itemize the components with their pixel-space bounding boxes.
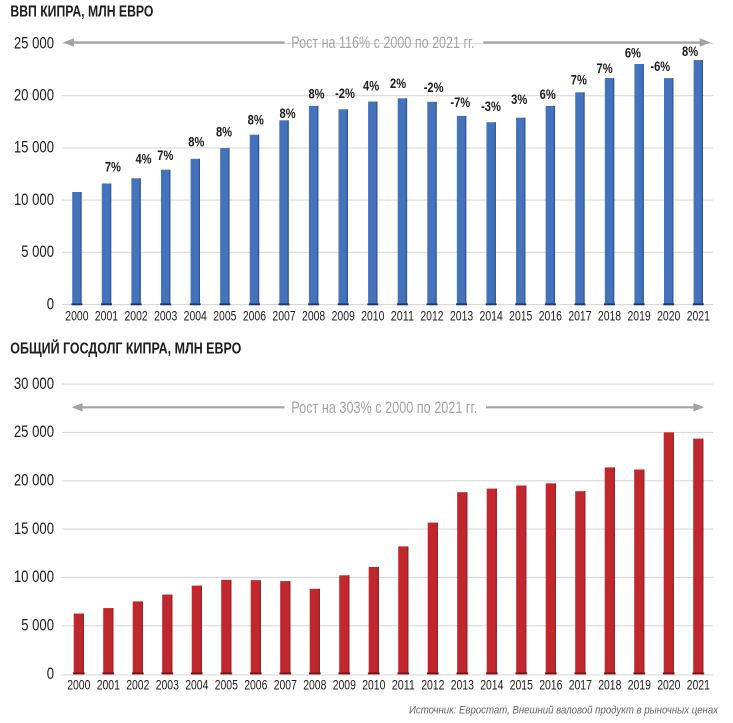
svg-text:25 000: 25 000 — [14, 423, 54, 441]
svg-text:2019: 2019 — [628, 677, 651, 693]
svg-text:2006: 2006 — [244, 677, 267, 693]
svg-text:8%: 8% — [682, 44, 698, 59]
svg-text:2019: 2019 — [628, 307, 651, 323]
svg-text:2017: 2017 — [568, 307, 591, 323]
svg-text:2013: 2013 — [450, 307, 473, 323]
svg-text:2013: 2013 — [451, 677, 474, 693]
svg-text:5 000: 5 000 — [21, 617, 54, 635]
svg-text:ОБЩИЙ ГОСДОЛГ КИПРА, МЛН ЕВРО: ОБЩИЙ ГОСДОЛГ КИПРА, МЛН ЕВРО — [10, 339, 241, 358]
svg-text:2003: 2003 — [156, 677, 179, 693]
svg-text:2002: 2002 — [124, 307, 147, 323]
svg-text:8%: 8% — [216, 125, 232, 140]
svg-text:20 000: 20 000 — [14, 87, 54, 105]
svg-text:2015: 2015 — [510, 677, 533, 693]
svg-text:2012: 2012 — [421, 677, 444, 693]
svg-text:2004: 2004 — [185, 677, 208, 693]
svg-text:2020: 2020 — [657, 307, 680, 323]
svg-text:2011: 2011 — [392, 677, 415, 693]
svg-text:2018: 2018 — [598, 677, 621, 693]
svg-text:2004: 2004 — [184, 307, 207, 323]
svg-text:8%: 8% — [308, 87, 324, 102]
svg-text:-2%: -2% — [424, 80, 444, 95]
svg-text:2005: 2005 — [213, 307, 236, 323]
svg-text:20 000: 20 000 — [14, 472, 54, 490]
svg-text:8%: 8% — [188, 135, 204, 150]
svg-text:7%: 7% — [571, 73, 587, 88]
svg-text:2010: 2010 — [361, 307, 384, 323]
svg-text:15 000: 15 000 — [14, 520, 54, 538]
svg-text:8%: 8% — [248, 112, 264, 127]
svg-text:2010: 2010 — [362, 677, 385, 693]
svg-text:Рост на 116% с 2000 по 2021 гг: Рост на 116% с 2000 по 2021 гг. — [291, 34, 474, 52]
svg-text:2015: 2015 — [509, 307, 532, 323]
svg-text:8%: 8% — [280, 106, 296, 121]
svg-text:2018: 2018 — [598, 307, 621, 323]
svg-text:2008: 2008 — [303, 677, 326, 693]
svg-text:2007: 2007 — [272, 307, 295, 323]
svg-text:2000: 2000 — [67, 677, 90, 693]
svg-text:2016: 2016 — [539, 677, 562, 693]
svg-text:0: 0 — [47, 295, 54, 313]
svg-text:6%: 6% — [625, 46, 641, 61]
svg-text:ВВП КИПРА, МЛН ЕВРО: ВВП КИПРА, МЛН ЕВРО — [10, 4, 153, 21]
svg-text:10 000: 10 000 — [14, 568, 54, 586]
svg-text:-2%: -2% — [335, 86, 355, 101]
svg-text:2001: 2001 — [97, 677, 120, 693]
svg-text:2021: 2021 — [687, 307, 710, 323]
svg-text:2%: 2% — [390, 76, 406, 91]
svg-text:2011: 2011 — [391, 307, 414, 323]
svg-text:25 000: 25 000 — [14, 34, 54, 52]
svg-text:2020: 2020 — [657, 677, 680, 693]
svg-text:4%: 4% — [135, 152, 151, 167]
svg-text:-3%: -3% — [481, 99, 501, 114]
svg-text:2005: 2005 — [215, 677, 238, 693]
svg-text:2000: 2000 — [65, 307, 88, 323]
svg-text:2007: 2007 — [274, 677, 297, 693]
svg-text:2012: 2012 — [420, 307, 443, 323]
svg-text:2002: 2002 — [126, 677, 149, 693]
svg-text:4%: 4% — [363, 79, 379, 94]
svg-text:0: 0 — [47, 665, 54, 683]
svg-text:30 000: 30 000 — [14, 375, 54, 393]
svg-text:7%: 7% — [105, 159, 121, 174]
svg-text:5 000: 5 000 — [21, 243, 54, 261]
svg-text:2017: 2017 — [569, 677, 592, 693]
svg-text:6%: 6% — [540, 87, 556, 102]
svg-text:2008: 2008 — [302, 307, 325, 323]
svg-text:Источник: Евростат, Внешний ва: Источник: Евростат, Внешний валовой прод… — [409, 705, 718, 717]
svg-text:7%: 7% — [157, 148, 173, 163]
svg-text:-7%: -7% — [450, 95, 470, 110]
svg-text:2001: 2001 — [95, 307, 118, 323]
svg-text:2014: 2014 — [480, 677, 503, 693]
svg-text:2014: 2014 — [480, 307, 503, 323]
svg-text:2016: 2016 — [539, 307, 562, 323]
svg-text:2009: 2009 — [333, 677, 356, 693]
svg-text:Рост на 303% с 2000 по 2021 гг: Рост на 303% с 2000 по 2021 гг. — [291, 399, 477, 417]
svg-text:7%: 7% — [597, 61, 613, 76]
svg-text:2003: 2003 — [154, 307, 177, 323]
svg-text:15 000: 15 000 — [14, 139, 54, 157]
svg-text:2006: 2006 — [243, 307, 266, 323]
svg-text:3%: 3% — [511, 92, 527, 107]
svg-text:2009: 2009 — [332, 307, 355, 323]
svg-text:2021: 2021 — [687, 677, 710, 693]
svg-text:-6%: -6% — [650, 59, 670, 74]
svg-text:10 000: 10 000 — [14, 191, 54, 209]
